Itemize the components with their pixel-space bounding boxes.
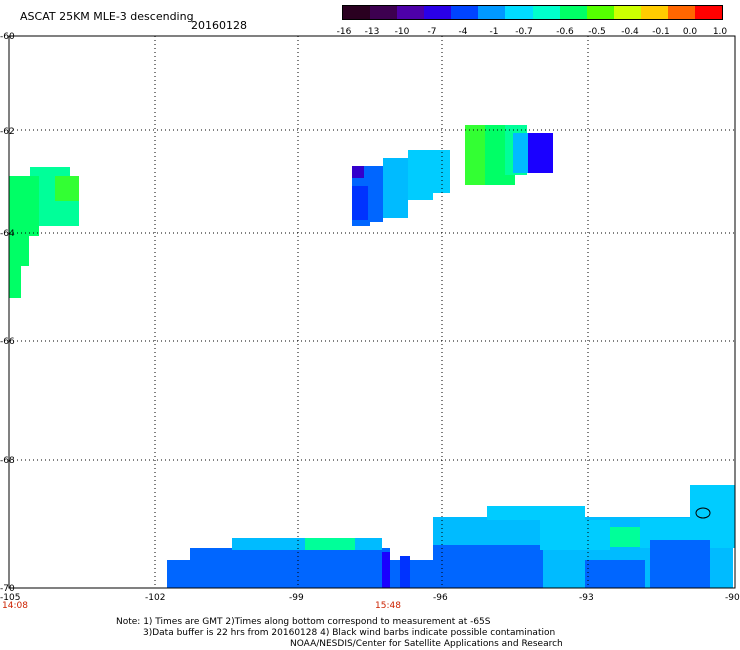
- latitude-label: -66: [0, 337, 15, 347]
- swath-cell: [55, 176, 79, 201]
- colorbar-label: -0.5: [588, 27, 606, 37]
- colorbar-label: -10: [394, 27, 410, 37]
- colorbar-label: -0.6: [556, 27, 574, 37]
- grid-lines: [9, 36, 735, 588]
- swath-cell: [9, 260, 21, 298]
- longitude-label: -96: [433, 593, 448, 603]
- contamination-marker: [695, 507, 711, 519]
- swath-cell: [352, 166, 364, 178]
- swath-cell: [382, 552, 390, 588]
- latitude-label: -62: [0, 127, 15, 137]
- swath-cell: [433, 150, 450, 193]
- colorbar-swatch: [343, 6, 371, 19]
- colorbar-label: 0.0: [682, 27, 698, 37]
- map-frame: [8, 35, 736, 589]
- swath-cell: [9, 226, 29, 266]
- longitude-label: -93: [579, 593, 594, 603]
- colorbar-swatch: [451, 6, 479, 19]
- colorbar-swatch: [695, 6, 723, 19]
- latitude-label: -70: [0, 584, 15, 594]
- colorbar-label: -16: [336, 27, 352, 37]
- swath-cell: [528, 133, 553, 173]
- swath-cell: [190, 548, 390, 562]
- swath-cell: [167, 560, 435, 588]
- colorbar-swatch: [532, 6, 560, 19]
- swath-cell: [465, 125, 485, 185]
- swath-cell: [690, 485, 735, 525]
- longitude-label: -102: [145, 593, 166, 603]
- latitude-label: -60: [0, 32, 15, 42]
- colorbar-label: 1.0: [712, 27, 728, 37]
- colorbar-swatch: [424, 6, 452, 19]
- colorbar-swatch: [478, 6, 506, 19]
- colorbar-label: -7: [427, 27, 437, 37]
- colorbar-label: -13: [364, 27, 380, 37]
- swath-cell: [400, 556, 410, 588]
- colorbar-swatch: [370, 6, 398, 19]
- longitude-label: -99: [289, 593, 304, 603]
- colorbar: [342, 5, 723, 20]
- swath-cell: [305, 538, 355, 550]
- swath-cell: [513, 133, 528, 173]
- colorbar-label: -1: [489, 27, 499, 37]
- map-title: ASCAT 25KM MLE-3 descending: [20, 10, 194, 23]
- swath-cell: [610, 527, 640, 547]
- swath-cell: [487, 506, 585, 520]
- colorbar-swatch: [559, 6, 587, 19]
- swath-cell: [650, 540, 710, 588]
- note-line-2: 3)Data buffer is 22 hrs from 20160128 4)…: [143, 628, 556, 638]
- longitude-label: -105: [0, 593, 21, 603]
- note-line-3: NOAA/NESDIS/Center for Satellite Applica…: [290, 639, 563, 649]
- colorbar-label: -0.4: [621, 27, 639, 37]
- latitude-label: -64: [0, 229, 15, 239]
- latitude-label: -68: [0, 456, 15, 466]
- swath-cell: [433, 545, 543, 588]
- swath-cell: [30, 167, 70, 177]
- colorbar-label: -0.7: [515, 27, 533, 37]
- time-label-mid: 15:48: [375, 601, 401, 611]
- swath-cell: [585, 560, 645, 588]
- swath-cells: [9, 125, 735, 588]
- colorbar-swatch: [613, 6, 641, 19]
- colorbar-swatch: [397, 6, 425, 19]
- swath-cell: [368, 166, 383, 222]
- colorbar-label: -4: [458, 27, 468, 37]
- colorbar-swatch: [586, 6, 614, 19]
- swath-cell: [540, 520, 610, 550]
- longitude-label: -90: [725, 593, 740, 603]
- swath-cell: [383, 158, 408, 218]
- colorbar-label: -0.1: [652, 27, 670, 37]
- time-label-start: 14:08: [2, 601, 28, 611]
- colorbar-swatch: [667, 6, 696, 19]
- colorbar-swatch: [640, 6, 668, 19]
- map-date: 20160128: [191, 19, 247, 32]
- swath-cell: [352, 186, 368, 220]
- colorbar-swatch: [505, 6, 533, 19]
- note-line-1: Note: 1) Times are GMT 2)Times along bot…: [116, 617, 491, 627]
- swath-cell: [408, 150, 433, 200]
